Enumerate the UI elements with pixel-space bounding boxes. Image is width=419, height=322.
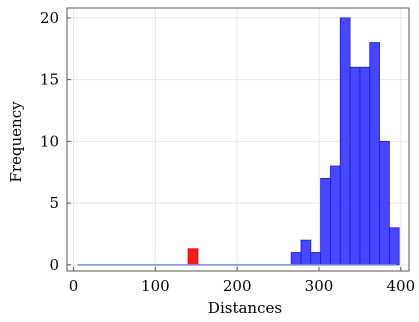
y-tick-label: 5	[49, 194, 59, 212]
histogram-bar	[300, 239, 312, 266]
histogram-bar	[290, 252, 302, 266]
y-tick-label: 0	[49, 256, 59, 274]
x-tick-label: 0	[69, 277, 79, 295]
histogram-bar	[369, 42, 380, 266]
x-tick-label: 200	[223, 277, 252, 295]
y-tick-label: 15	[40, 71, 59, 89]
histogram-bar	[388, 227, 400, 266]
histogram-bar	[359, 66, 371, 266]
histogram-bar	[330, 165, 341, 266]
y-tick-label: 20	[40, 9, 59, 27]
histogram-bar	[310, 252, 322, 266]
x-axis-ticks: 0 100 200 300 400	[69, 267, 415, 295]
histogram-bar	[349, 66, 361, 266]
histogram-bar	[320, 177, 331, 266]
y-tick-label: 10	[40, 132, 59, 150]
histogram-bar	[339, 17, 351, 266]
plot-frame	[66, 7, 410, 272]
x-axis-label: Distances	[208, 299, 282, 317]
y-axis-ticks: 0 5 10 15 20	[40, 9, 71, 274]
x-tick-label: 300	[305, 277, 334, 295]
x-tick-label: 400	[386, 277, 415, 295]
x-tick-label: 100	[141, 277, 170, 295]
histogram-bar	[379, 140, 390, 266]
histogram-bar	[187, 248, 199, 266]
y-axis-label: Frequency	[7, 101, 25, 183]
histogram-bars	[187, 17, 400, 266]
